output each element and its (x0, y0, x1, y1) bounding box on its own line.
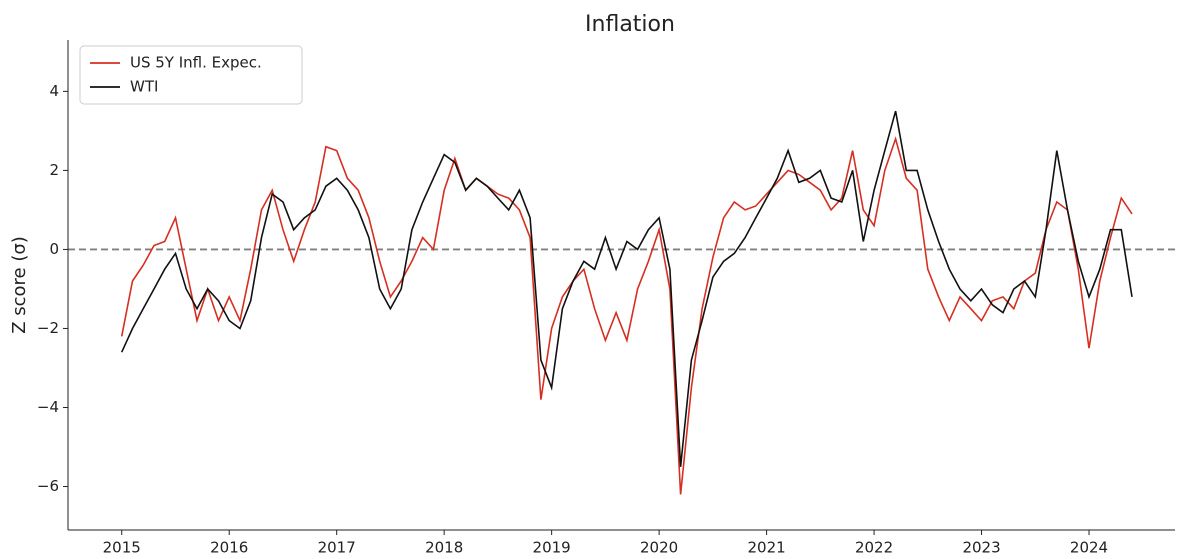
x-tick-label: 2018 (425, 539, 463, 557)
y-tick-label: 4 (49, 82, 59, 100)
legend-label: US 5Y Infl. Expec. (130, 54, 262, 72)
y-tick-label: −2 (37, 319, 59, 337)
x-tick-label: 2021 (747, 539, 785, 557)
x-tick-label: 2023 (962, 539, 1000, 557)
x-tick-label: 2024 (1070, 539, 1108, 557)
x-tick-label: 2019 (533, 539, 571, 557)
x-tick-label: 2016 (210, 539, 248, 557)
y-axis-label: Z score (σ) (9, 236, 30, 334)
x-tick-label: 2017 (318, 539, 356, 557)
x-tick-label: 2015 (103, 539, 141, 557)
line-series (120, 110, 1133, 467)
legend-box (79, 45, 303, 105)
y-tick-label: 2 (49, 161, 59, 179)
y-tick-label: −4 (37, 398, 59, 416)
y-tick-label: 0 (49, 240, 59, 258)
chart-title: Inflation (585, 12, 675, 37)
line-series (120, 136, 1133, 495)
y-tick-label: −6 (37, 477, 59, 495)
x-tick-label: 2022 (855, 539, 893, 557)
legend-label: WTI (130, 78, 158, 96)
x-tick-label: 2020 (640, 539, 678, 557)
